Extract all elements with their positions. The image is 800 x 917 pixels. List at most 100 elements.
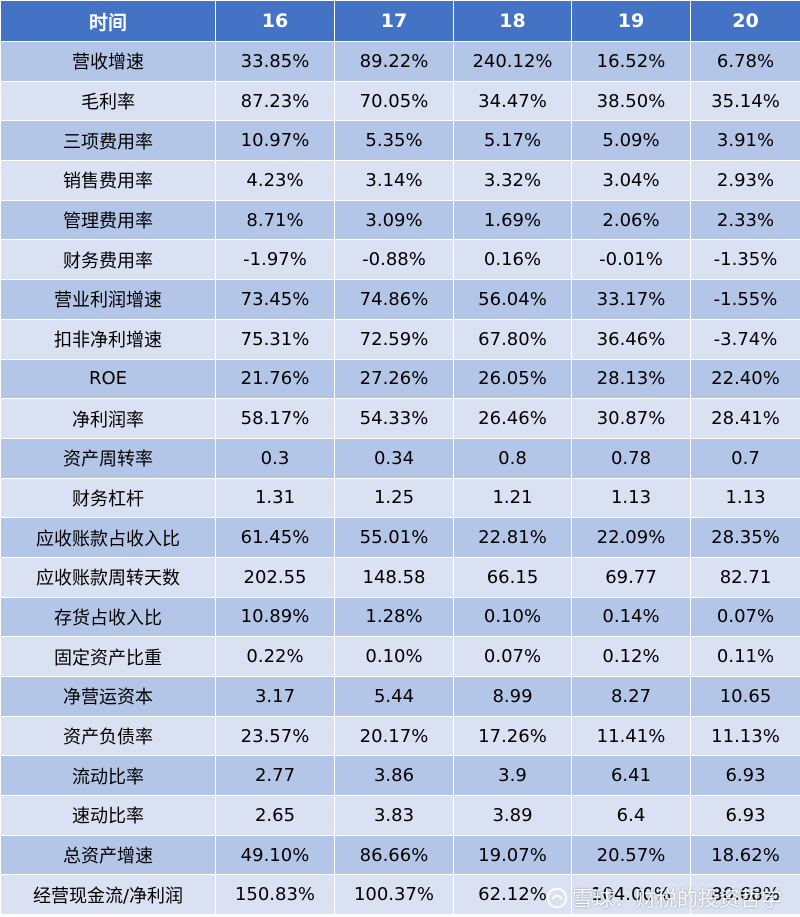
value-cell: 6.41: [571, 755, 691, 797]
value-cell: 74.86%: [334, 279, 454, 320]
row-label-cell: 三项费用率: [0, 120, 216, 162]
row-label-cell: 固定资产比重: [0, 636, 216, 677]
value-cell: 0.34: [334, 437, 454, 479]
value-cell: 49.10%: [215, 834, 335, 876]
row-label-cell: 财务费用率: [0, 239, 216, 281]
value-cell: 2.93%: [690, 160, 800, 201]
value-cell: 0.11%: [690, 636, 800, 677]
value-cell: 38.50%: [571, 80, 691, 122]
value-cell: 3.17: [215, 676, 335, 717]
value-cell: 0.12%: [571, 636, 691, 677]
value-cell: 0.78: [571, 437, 691, 479]
value-cell: 5.44: [334, 676, 454, 717]
value-cell: -1.97%: [215, 239, 335, 281]
value-cell: 6.78%: [690, 41, 800, 82]
value-cell: 17.26%: [453, 715, 572, 757]
value-cell: 3.04%: [571, 160, 691, 201]
value-cell: 89.22%: [334, 41, 454, 82]
watermark-text: 雪球：财税的投资哲学: [572, 887, 782, 911]
value-cell: 82.71: [690, 556, 800, 598]
table-row: 存货占收入比 10.89% 1.28% 0.10% 0.14% 0.07%: [0, 596, 800, 638]
row-label-cell: 总资产增速: [0, 834, 216, 876]
value-cell: 58.17%: [215, 398, 335, 439]
table-row: 净利润率 58.17% 54.33% 26.46% 30.87% 28.41%: [0, 398, 800, 439]
value-cell: 3.91%: [690, 120, 800, 162]
row-label-cell: 资产周转率: [0, 437, 216, 479]
value-cell: 70.05%: [334, 80, 454, 122]
value-cell: 2.33%: [690, 199, 800, 241]
row-label-cell: 营收增速: [0, 41, 216, 82]
value-cell: -0.88%: [334, 239, 454, 281]
value-cell: 80.68%: [690, 874, 800, 916]
value-cell: 86.66%: [334, 834, 454, 876]
value-cell: 16.52%: [571, 41, 691, 82]
value-cell: 5.17%: [453, 120, 572, 162]
value-cell: 0.10%: [334, 636, 454, 677]
value-cell: 61.45%: [215, 517, 335, 558]
value-cell: 8.27: [571, 676, 691, 717]
value-cell: -3.74%: [690, 318, 800, 360]
table-row: 营业利润增速 73.45% 74.86% 56.04% 33.17% -1.55%: [0, 279, 800, 320]
row-label-cell: 销售费用率: [0, 160, 216, 201]
row-label-cell: ROE: [0, 358, 216, 400]
table-row: 净营运资本 3.17 5.44 8.99 8.27 10.65: [0, 676, 800, 717]
table-row: 扣非净利增速 75.31% 72.59% 67.80% 36.46% -3.74%: [0, 318, 800, 360]
value-cell: 11.13%: [690, 715, 800, 757]
value-cell: 18.62%: [690, 834, 800, 876]
value-cell: 20.17%: [334, 715, 454, 757]
value-cell: 202.55: [215, 556, 335, 598]
row-label-cell: 存货占收入比: [0, 596, 216, 638]
value-cell: -1.55%: [690, 279, 800, 320]
table-row: 流动比率 2.77 3.86 3.9 6.41 6.93: [0, 755, 800, 797]
row-label-cell: 财务杠杆: [0, 477, 216, 519]
value-cell: 0.07%: [690, 596, 800, 638]
value-cell: 3.9: [453, 755, 572, 797]
value-cell: 0.8: [453, 437, 572, 479]
value-cell: 22.09%: [571, 517, 691, 558]
table-row: 资产负债率 23.57% 20.17% 17.26% 11.41% 11.13%: [0, 715, 800, 757]
row-label-cell: 经营现金流/净利润: [0, 874, 216, 916]
value-cell: 73.45%: [215, 279, 335, 320]
value-cell: 2.65: [215, 795, 335, 836]
value-cell: 100.37%: [334, 874, 454, 916]
header-cell-year: 17: [334, 0, 454, 42]
value-cell: 75.31%: [215, 318, 335, 360]
value-cell: 6.4: [571, 795, 691, 836]
row-label-cell: 应收账款占收入比: [0, 517, 216, 558]
value-cell: 33.17%: [571, 279, 691, 320]
value-cell: 67.80%: [453, 318, 572, 360]
value-cell: 3.09%: [334, 199, 454, 241]
value-cell: 54.33%: [334, 398, 454, 439]
value-cell: 11.41%: [571, 715, 691, 757]
value-cell: 1.28%: [334, 596, 454, 638]
value-cell: 27.26%: [334, 358, 454, 400]
value-cell: 240.12%: [453, 41, 572, 82]
table-row: ROE 21.76% 27.26% 26.05% 28.13% 22.40%: [0, 358, 800, 400]
value-cell: 6.93: [690, 795, 800, 836]
table-row: 财务杠杆 1.31 1.25 1.21 1.13 1.13: [0, 477, 800, 519]
value-cell: 0.14%: [571, 596, 691, 638]
value-cell: -1.35%: [690, 239, 800, 281]
value-cell: 6.93: [690, 755, 800, 797]
value-cell: 0.16%: [453, 239, 572, 281]
value-cell: 66.15: [453, 556, 572, 598]
value-cell: 19.07%: [453, 834, 572, 876]
header-cell-year: 19: [571, 0, 691, 42]
value-cell: 3.32%: [453, 160, 572, 201]
value-cell: 2.77: [215, 755, 335, 797]
table-row: 销售费用率 4.23% 3.14% 3.32% 3.04% 2.93%: [0, 160, 800, 201]
value-cell: 21.76%: [215, 358, 335, 400]
value-cell: 104.00%: [571, 874, 691, 916]
header-cell-period: 时间: [0, 0, 216, 42]
row-label-cell: 净营运资本: [0, 676, 216, 717]
row-label-cell: 净利润率: [0, 398, 216, 439]
value-cell: 28.35%: [690, 517, 800, 558]
value-cell: 4.23%: [215, 160, 335, 201]
row-label-cell: 应收账款周转天数: [0, 556, 216, 598]
value-cell: 26.46%: [453, 398, 572, 439]
value-cell: 72.59%: [334, 318, 454, 360]
value-cell: 28.41%: [690, 398, 800, 439]
row-label-cell: 流动比率: [0, 755, 216, 797]
row-label-cell: 营业利润增速: [0, 279, 216, 320]
